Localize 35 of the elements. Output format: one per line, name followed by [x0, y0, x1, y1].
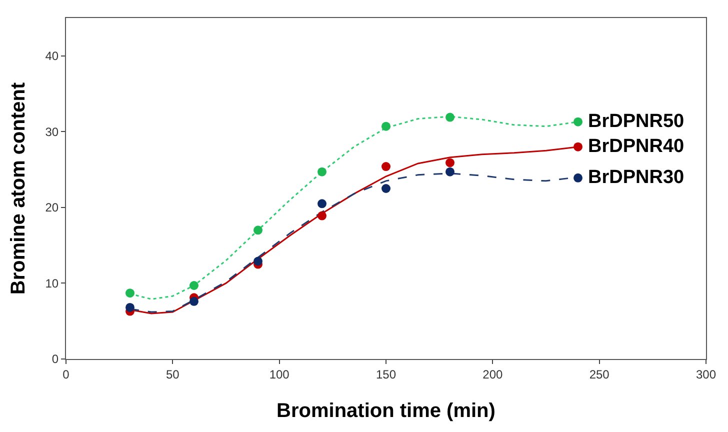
point [574, 173, 582, 182]
series-label: BrDPNR30 [588, 167, 684, 188]
x-tick-label: 200 [482, 367, 503, 382]
point [574, 142, 582, 152]
y-axis-title: Bromine atom content [8, 82, 30, 295]
point [382, 122, 390, 131]
x-tick-label: 50 [166, 367, 180, 382]
series-label: BrDPNR50 [588, 111, 684, 132]
y-tick-label: 10 [45, 276, 59, 290]
point [446, 112, 454, 122]
x-tick-label: 0 [62, 367, 70, 382]
point [318, 199, 326, 208]
point [190, 296, 198, 306]
point [574, 117, 582, 126]
point [382, 184, 390, 193]
y-tick-label: 40 [45, 49, 59, 64]
point [190, 281, 198, 290]
point [446, 158, 454, 168]
point [446, 167, 454, 176]
y-tick-label: 0 [52, 352, 59, 366]
point [318, 211, 326, 220]
point [126, 288, 134, 298]
x-tick-label: 250 [589, 367, 610, 382]
y-tick-label: 20 [45, 200, 59, 215]
series-label: BrDPNR40 [588, 136, 684, 157]
x-axis-title: Bromination time (min) [276, 400, 496, 422]
point [382, 162, 390, 172]
point [126, 302, 134, 312]
point [318, 167, 326, 176]
x-tick-label: 150 [376, 367, 396, 382]
x-tick-label: 100 [269, 367, 290, 382]
y-tick-label: 30 [45, 124, 59, 139]
point [254, 226, 262, 235]
x-tick-label: 300 [696, 367, 716, 382]
point [254, 256, 262, 266]
